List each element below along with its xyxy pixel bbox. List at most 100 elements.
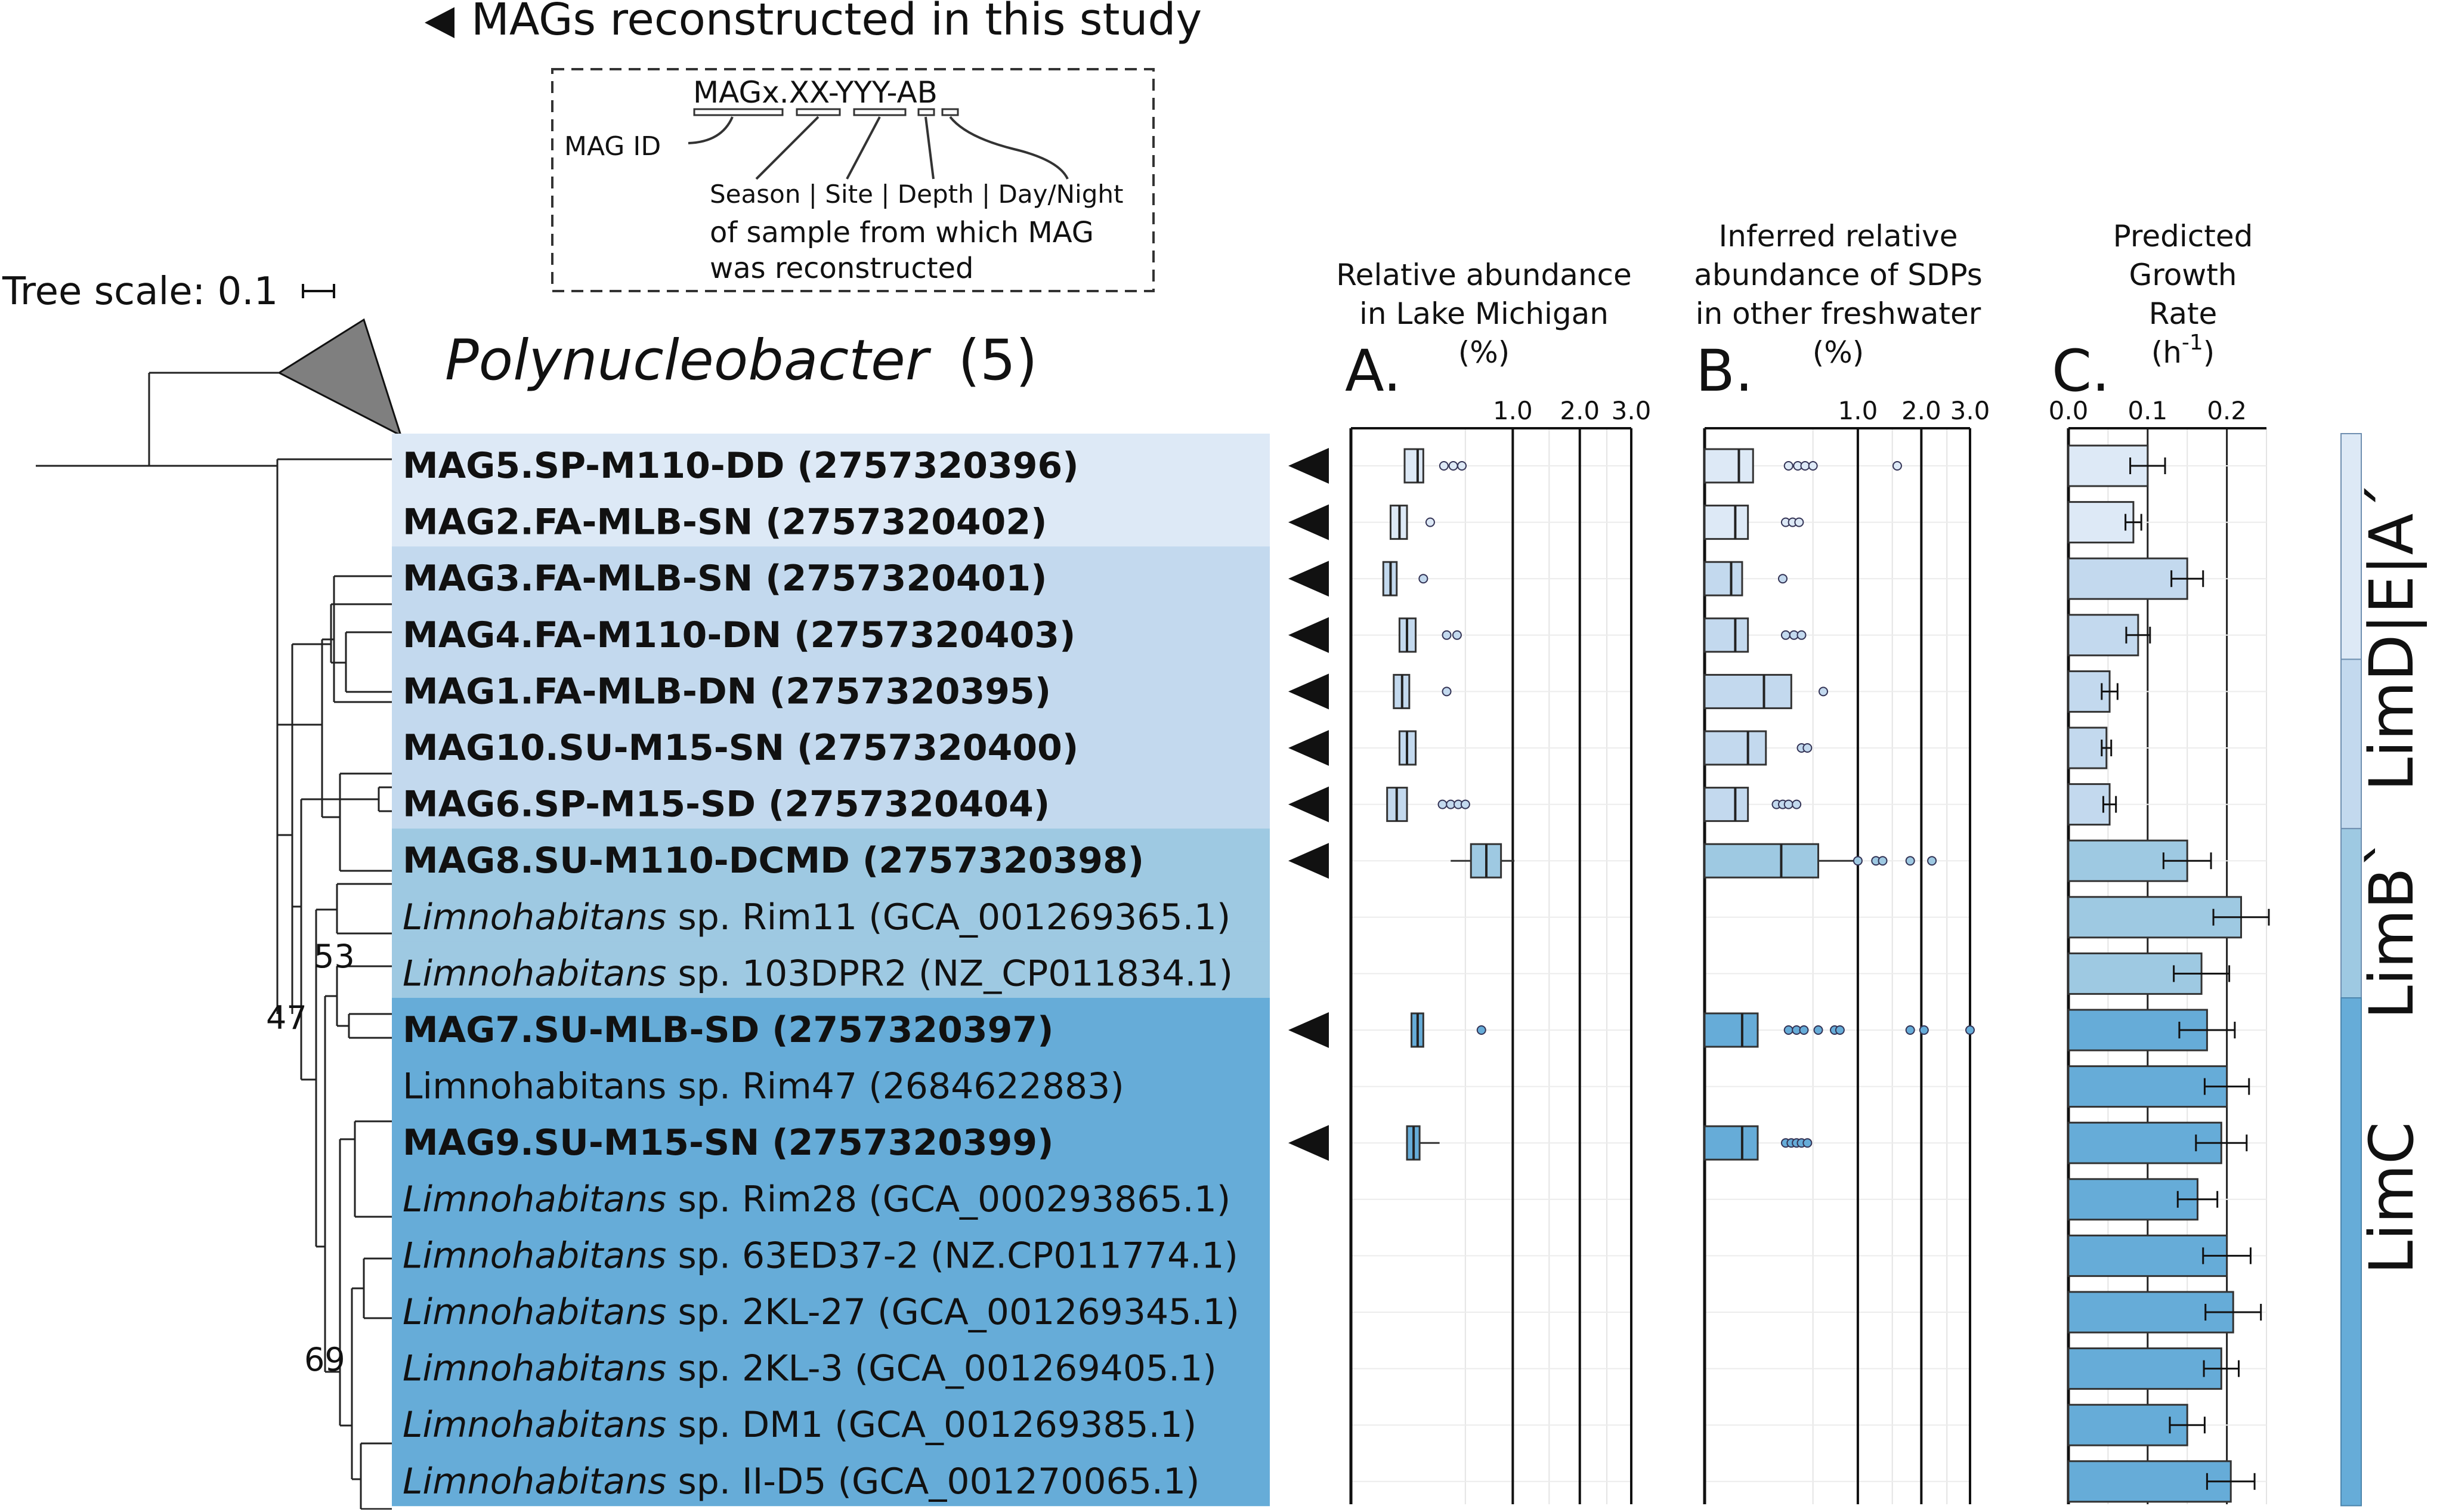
panel-title-line: (%) (1458, 335, 1510, 370)
tree-scale-label: Tree scale: 0.1 (2, 270, 278, 314)
box-outlier-point (1802, 1138, 1813, 1148)
study-marker-icon (1288, 617, 1329, 653)
taxon-genus: Limnohabitans (403, 1404, 666, 1446)
taxon-name: sp. 63ED37-2 (NZ.CP011774.1) (666, 1235, 1238, 1276)
taxon-name: MAG10.SU-M15-SN (2757320400) (403, 727, 1078, 769)
taxon-label: MAG5.SP-M110-DD (2757320396) (403, 445, 1079, 487)
outgroup-label: Polynucleobacter (5) (445, 328, 1038, 393)
panel-title-line: in other freshwater (1696, 296, 1981, 331)
box-plot-box (1703, 673, 1792, 709)
box-plot-box (1703, 505, 1749, 540)
taxon-row-band (392, 1111, 1270, 1168)
taxon-name: MAG4.FA-M110-DN (2757320403) (403, 614, 1075, 656)
box-outlier-point (1802, 743, 1813, 753)
taxon-label: Limnohabitans sp. 103DPR2 (NZ_CP011834.1… (403, 953, 1233, 994)
box-outlier-point (1439, 461, 1449, 471)
box-outlier-point (1835, 1025, 1845, 1035)
taxon-row-band (392, 434, 1270, 491)
panel-title-line: abundance of SDPs (1694, 258, 1983, 292)
panel-title-line: Growth (2129, 258, 2237, 292)
box-plot-box (1703, 1012, 1759, 1048)
box-outlier-point (1448, 461, 1458, 471)
taxon-row-band (392, 1167, 1270, 1225)
taxon-name: MAG3.FA-MLB-SN (2757320401) (403, 558, 1047, 599)
taxon-label: Limnohabitans sp. II-D5 (GCA_001270065.1… (403, 1461, 1200, 1502)
axis-tick-label: 1.0 (1493, 396, 1533, 425)
taxon-name: MAG8.SU-M110-DCMD (2757320398) (403, 840, 1144, 882)
taxon-row-band (392, 1280, 1270, 1337)
box-outlier-point (1796, 630, 1807, 640)
panel-b: 1.0 2.0 3.0 Inferred relative abundance of S… (1694, 219, 1990, 1504)
axis-tick-label: 0.1 (2127, 396, 2167, 425)
panel-title-line: Relative abundance (1336, 258, 1632, 292)
taxon-row-band (392, 659, 1270, 716)
taxon-name: sp. 2KL-27 (GCA_001269345.1) (666, 1291, 1239, 1333)
taxon-row-band (392, 490, 1270, 547)
growth-rate-bar (2067, 1234, 2228, 1277)
growth-rate-bar (2067, 1065, 2228, 1108)
box-outlier-point (1442, 630, 1452, 640)
taxon-label: MAG2.FA-MLB-SN (2757320402) (403, 502, 1047, 543)
panel-a: 1.0 2.0 3.0 Relative abundance in Lake Michi… (1336, 258, 1651, 1504)
sample-line-1: of sample from which MAG (710, 216, 1094, 249)
box-outlier-point (1905, 1025, 1915, 1035)
taxon-labels: MAG5.SP-M110-DD (2757320396) MAG2.FA-MLB-… (403, 445, 1239, 1502)
axis-tick-label: 1.0 (1838, 396, 1878, 425)
taxon-name: sp. Rim28 (GCA_000293865.1) (666, 1179, 1230, 1220)
taxon-name: sp. 2KL-3 (GCA_001269405.1) (666, 1348, 1216, 1390)
box-outlier-point (1783, 461, 1793, 471)
clade-label-limb: LimB` (2357, 837, 2427, 1019)
box-outlier-point (1892, 461, 1902, 471)
box-outlier-point (1800, 461, 1810, 471)
id-format-text: MAGx.XX-YYY-AB (693, 75, 938, 110)
phylogenetic-tree (36, 372, 392, 1510)
box-outlier-point (1792, 799, 1802, 809)
taxon-label: Limnohabitans sp. Rim28 (GCA_000293865.1… (403, 1179, 1230, 1220)
outgroup-count: (5) (958, 328, 1037, 393)
study-marker-icon (1288, 673, 1329, 710)
study-marker-icon (1288, 730, 1329, 766)
box-plot-box (1703, 448, 1754, 484)
panel-title-line: (%) (1813, 335, 1864, 370)
box-outlier-point (1919, 1025, 1929, 1035)
taxon-label: MAG6.SP-M15-SD (2757320404) (403, 784, 1050, 825)
taxon-label: MAG9.SU-M15-SN (2757320399) (403, 1122, 1054, 1164)
taxon-row-band (392, 1393, 1270, 1450)
study-marker-icon (1288, 448, 1329, 484)
growth-rate-bar (2067, 557, 2188, 600)
growth-rate-bar (2067, 501, 2135, 544)
box-outlier-point (1905, 856, 1915, 866)
taxon-name: sp. 103DPR2 (NZ_CP011834.1) (666, 953, 1233, 994)
taxon-label: MAG7.SU-MLB-SD (2757320397) (403, 1009, 1054, 1051)
clade-bar-limc (2340, 997, 2362, 1507)
id-format-leaders (688, 116, 1069, 180)
taxon-genus: Limnohabitans (403, 896, 666, 938)
box-plot-box (1703, 843, 1820, 879)
unit-close: ) (2203, 335, 2215, 370)
taxon-row-band (392, 885, 1270, 942)
panel-title-line: Inferred relative (1719, 219, 1958, 253)
growth-unit-label: (h-1) (2151, 330, 2215, 370)
box-outlier-point (1778, 574, 1788, 584)
taxon-genus: Limnohabitans (403, 953, 666, 994)
taxa-rows (392, 434, 1270, 1507)
study-marker-icon (1288, 786, 1329, 823)
growth-rate-bar (2067, 726, 2108, 769)
box-outlier-point (1476, 1025, 1486, 1035)
unit-exponent: -1 (2182, 330, 2203, 355)
taxon-genus: Limnohabitans (403, 1348, 666, 1390)
clade-bar-limdea-upper (2340, 433, 2362, 660)
taxon-row-band (392, 716, 1270, 773)
box-plot-box (1703, 787, 1749, 823)
bootstrap-value: 69 (304, 1341, 345, 1378)
taxon-label: Limnohabitans sp. 2KL-3 (GCA_001269405.1… (403, 1348, 1217, 1390)
box-outlier-point (1813, 1025, 1823, 1035)
id-format-underlines (693, 108, 959, 116)
box-outlier-point (1927, 856, 1937, 866)
taxon-label: MAG8.SU-M110-DCMD (2757320398) (403, 840, 1144, 882)
taxon-label: MAG4.FA-M110-DN (2757320403) (403, 614, 1075, 656)
taxon-row-band (392, 602, 1270, 660)
taxon-label: Limnohabitans sp. 2KL-27 (GCA_001269345.… (403, 1291, 1239, 1333)
